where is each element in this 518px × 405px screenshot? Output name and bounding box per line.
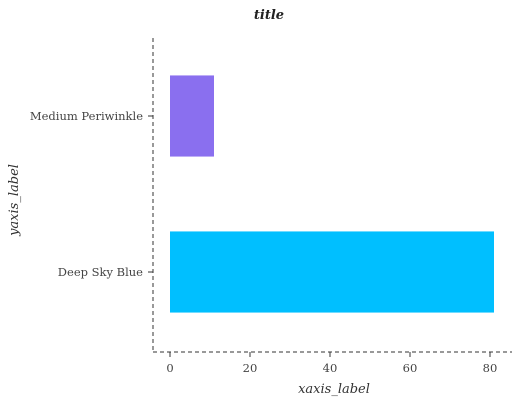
y-tick-label: Deep Sky Blue <box>58 265 143 279</box>
bars-group <box>170 75 494 313</box>
x-tick-label: 40 <box>323 361 338 375</box>
y-axis-label: yaxis_label <box>7 164 22 237</box>
y-tick-label: Medium Periwinkle <box>30 109 143 123</box>
bar-deep-sky-blue <box>170 231 494 313</box>
bar-medium-periwinkle <box>170 75 214 157</box>
x-tick-label: 0 <box>166 361 173 375</box>
x-tick-label: 20 <box>243 361 258 375</box>
x-tick-label: 60 <box>403 361 418 375</box>
y-axis: Deep Sky Blue Medium Periwinkle <box>30 38 154 352</box>
x-tick-label: 80 <box>483 361 498 375</box>
x-axis: 0 20 40 60 80 <box>153 351 512 375</box>
chart-title: title <box>254 8 284 23</box>
x-axis-label: xaxis_label <box>298 382 370 397</box>
